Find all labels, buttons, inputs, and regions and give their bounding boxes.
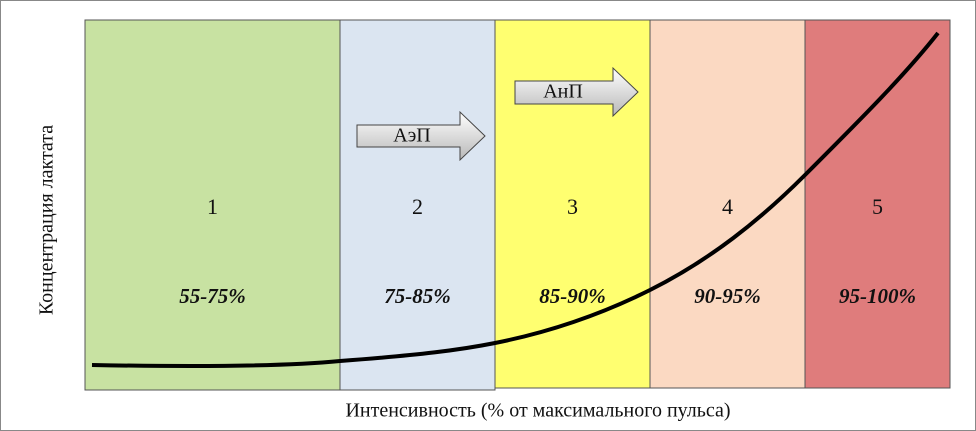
zone — [84, 19, 341, 391]
zone-number: 1 — [207, 194, 218, 219]
zones: 1 55-75% 2 75-85% 3 85-90% 4 90-95% 5 95-100% — [84, 19, 951, 391]
zone — [339, 19, 496, 391]
arrow-shape — [514, 66, 639, 118]
zone-number: 4 — [722, 194, 733, 219]
zone — [804, 19, 951, 389]
zone-number: 5 — [872, 194, 883, 219]
zone — [649, 19, 806, 389]
arrow-label: АнП — [543, 81, 583, 103]
x-axis-title: Интенсивность (% от максимального пульса… — [345, 400, 730, 422]
zone-number: 3 — [567, 194, 578, 219]
arrow-aep: АэП — [356, 110, 486, 162]
arrow-shape — [356, 110, 486, 162]
zone-range: 85-90% — [539, 284, 606, 308]
zone-number: 2 — [412, 194, 423, 219]
zone-range: 95-100% — [839, 284, 916, 308]
zone-range: 75-85% — [384, 284, 451, 308]
arrow-label: АэП — [393, 125, 430, 147]
lactate-curve — [91, 31, 940, 368]
y-axis-title: Концентрация лактата — [36, 125, 58, 315]
zone-range: 90-95% — [694, 284, 761, 308]
arrow-anp: АнП — [514, 66, 639, 118]
zone-range: 55-75% — [179, 284, 246, 308]
